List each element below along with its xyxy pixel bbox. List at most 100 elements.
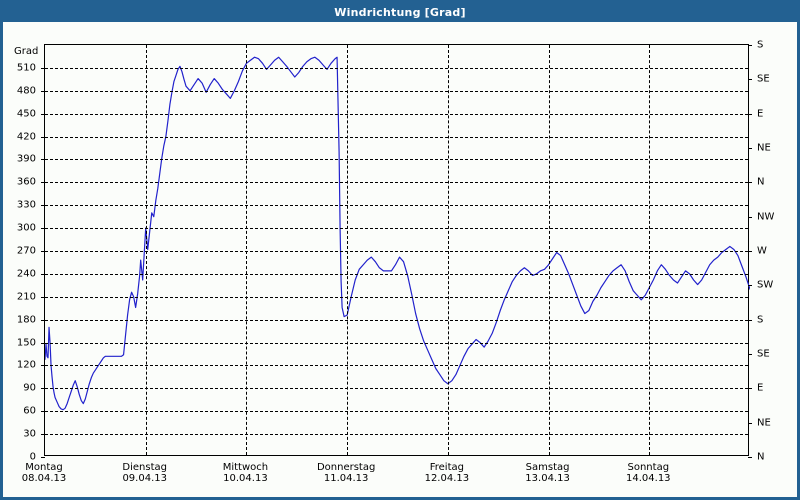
y-axis-tick-label-left: 120 [0,360,36,371]
gridline-horizontal [45,90,748,92]
y-axis-tick-mark-left [41,296,45,298]
y-axis-tick-mark-right [748,216,752,218]
y-axis-tick-mark-left [41,457,45,458]
y-axis-tick-mark-right [748,457,752,458]
y-axis-tick-label-right: S [757,314,764,326]
y-axis-tick-label-left: 180 [0,314,36,325]
y-axis-tick-mark-right [748,354,752,355]
gridline-vertical [548,45,550,455]
y-axis-tick-label-left: 60 [0,406,36,417]
y-axis-tick-value: 510 [16,62,36,74]
gridline-horizontal [45,411,748,413]
gridline-vertical [347,45,349,455]
gridline-horizontal [45,136,748,138]
x-axis-date: 10.04.13 [223,473,268,484]
y-axis-tick-label-right: NE [757,417,771,429]
gridline-horizontal [45,342,748,344]
y-axis-tick-mark-right [748,285,752,287]
y-axis-tick-mark-left [41,67,45,69]
x-axis-day-name: Mittwoch [222,462,269,473]
y-axis-tick-label-left: 420 [0,131,36,142]
y-axis-tick-mark-left [41,251,45,252]
y-axis-tick-mark-left [41,113,45,115]
y-axis-tick-mark-left [41,228,45,230]
y-axis-tick-label-left: 480 [0,85,36,96]
plot-area: 0 30 60 90 120 150 180 210 240 270 300 330 360 390 420… [17,40,774,463]
y-axis-tick-mark-left [41,411,45,413]
y-axis-tick-mark-left [41,273,45,275]
y-axis-tick-value: 480 [16,85,36,97]
y-axis-tick-label-right: S [757,39,764,51]
y-axis-tick-label-left: 330 [0,200,36,211]
y-axis-tick-mark-right [748,148,752,149]
y-axis-tick-label-left: 270 [0,246,36,257]
y-axis-tick-mark-left [41,90,45,92]
gridline-horizontal [45,319,748,321]
x-axis-tick-label: Dienstag 09.04.13 [90,462,200,484]
y-axis-tick-label-left: 0 [0,452,36,463]
window-title: Windrichtung [Grad] [334,6,466,19]
y-axis-tick-label-left: 150 [0,337,36,348]
gridline-horizontal [45,365,748,367]
gridline-horizontal [45,182,748,184]
y-axis-tick-value: 180 [16,314,36,326]
gridline-horizontal [45,228,748,230]
y-axis-tick-value: 60 [23,405,36,417]
y-axis-tick-value: 450 [16,108,36,120]
y-axis-tick-mark-right [748,182,752,184]
y-axis-tick-mark-right [748,79,752,81]
y-axis-tick-label-left: 390 [0,154,36,165]
gridline-vertical [649,45,651,455]
x-axis-date: 11.04.13 [323,473,369,484]
y-axis-tick-label-left: 510 [0,62,36,73]
y-axis-tick-label-right: SE [757,348,770,360]
y-axis-tick-mark-left [41,434,45,436]
y-axis-tick-label-left: 360 [0,177,36,188]
x-axis-tick-label: Montag 08.04.13 [0,462,99,484]
y-axis-tick-label-left: 450 [0,108,36,119]
y-axis-tick-mark-right [748,319,752,321]
x-axis-date: 12.04.13 [424,473,470,484]
x-axis-date: 14.04.13 [626,473,671,484]
x-axis-tick-label: Samstag 13.04.13 [493,462,603,484]
x-axis-date: 09.04.13 [122,473,167,484]
x-axis-day-name: Samstag [525,462,570,473]
y-axis-tick-label-right: SE [757,73,770,85]
y-axis-tick-label-right: N [757,451,765,463]
x-axis-day-name: Montag [25,462,63,473]
window-title-bar: Windrichtung [Grad] [3,3,797,22]
gridline-horizontal [45,159,748,161]
gridline-horizontal [45,296,748,298]
y-axis-tick-mark-left [41,136,45,138]
x-axis-tick-label: Donnerstag 11.04.13 [291,462,401,484]
x-axis-date: 08.04.13 [21,473,67,484]
y-axis-tick-mark-left [41,342,45,344]
x-axis-tick-label: Freitag 12.04.13 [392,462,502,484]
x-axis-date: 13.04.13 [525,473,570,484]
x-axis-day-name: Dienstag [122,462,167,473]
y-axis-tick-mark-left [41,319,45,321]
y-axis-tick-value: 90 [23,382,36,394]
y-axis-tick-value: 30 [23,428,36,440]
y-axis-tick-mark-left [41,182,45,184]
data-series-line [45,56,750,411]
y-axis-tick-value: 0 [29,451,36,463]
y-axis-tick-value: 150 [16,337,36,349]
y-axis-tick-label-left: 300 [0,223,36,234]
y-axis-tick-value: 120 [16,359,36,371]
x-axis-day-name: Sonntag [627,462,670,473]
y-axis-tick-value: 420 [16,131,36,143]
gridline-horizontal [45,434,748,436]
x-axis-day-name: Freitag [429,462,464,473]
y-axis-tick-mark-left [41,388,45,390]
y-axis-tick-value: 240 [16,268,36,280]
y-axis-tick-mark-left [41,205,45,207]
y-axis-tick-label-right: NW [757,211,775,223]
gridline-horizontal [45,205,748,207]
y-axis-tick-label-right: W [757,245,767,257]
y-axis-tick-label-right: NE [757,142,771,154]
x-axis-day-name: Donnerstag [316,462,376,473]
y-axis-tick-mark-right [748,388,752,390]
y-axis-tick-mark-right [748,422,752,424]
y-axis-tick-mark-right [748,113,752,115]
